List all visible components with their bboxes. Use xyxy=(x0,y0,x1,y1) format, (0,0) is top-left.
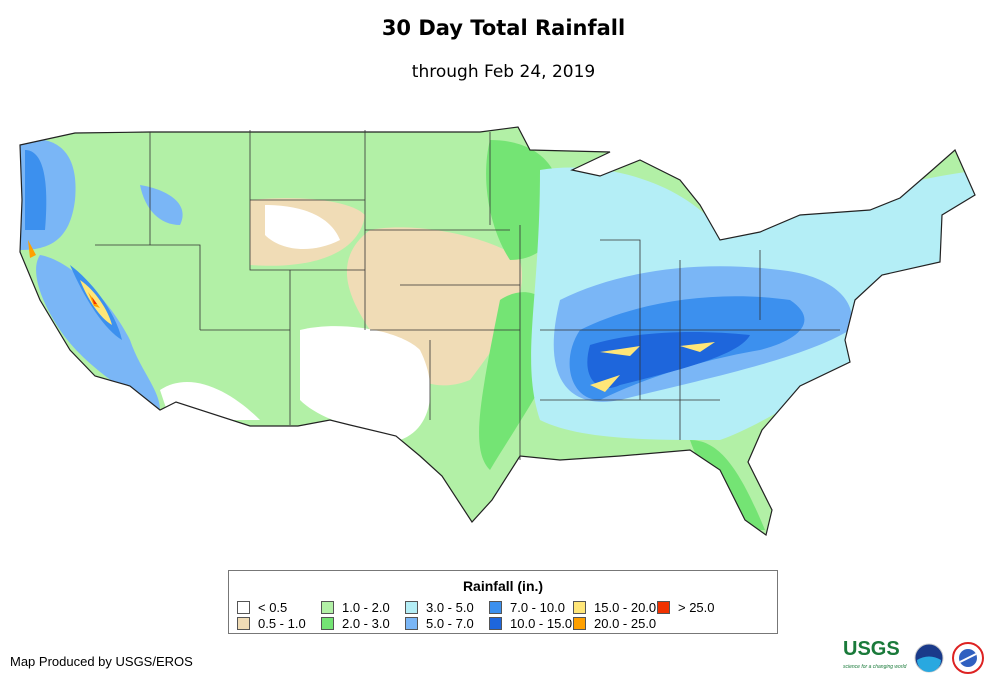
rainfall-map xyxy=(19,126,976,536)
southwest-dry xyxy=(300,326,431,440)
legend-swatch xyxy=(321,600,334,614)
legend-item: 15.0 - 20.0 xyxy=(573,599,657,615)
nws-logo xyxy=(952,642,985,674)
legend-item: 0.5 - 1.0 xyxy=(237,615,321,631)
legend-title: Rainfall (in.) xyxy=(462,578,544,594)
map-title: 30 Day Total Rainfall xyxy=(381,16,626,40)
legend-swatch xyxy=(573,600,586,614)
legend-label: 5.0 - 7.0 xyxy=(426,615,474,631)
legend-item: 10.0 - 15.0 xyxy=(489,615,573,631)
usgs-logo: USGS science for a changing world xyxy=(843,638,907,670)
legend-swatch xyxy=(237,600,250,614)
legend-item: 1.0 - 2.0 xyxy=(321,599,405,615)
legend-label: 3.0 - 5.0 xyxy=(426,599,474,615)
legend-label: > 25.0 xyxy=(678,599,715,615)
legend: Rainfall (in.) < 0.5 0.5 - 1.0 1.0 - 2.0 2.… xyxy=(228,570,778,634)
legend-swatch xyxy=(405,616,418,630)
legend-item: > 25.0 xyxy=(657,599,741,615)
legend-label: 15.0 - 20.0 xyxy=(594,599,657,615)
legend-label: 2.0 - 3.0 xyxy=(342,615,390,631)
tennessee-max xyxy=(587,332,750,389)
legend-item: 3.0 - 5.0 xyxy=(405,599,489,615)
noaa-logo xyxy=(914,643,944,673)
legend-swatch xyxy=(573,616,586,630)
agency-logos: USGS science for a changing world xyxy=(843,638,985,676)
credit-text: Map Produced by USGS/EROS xyxy=(10,654,193,669)
legend-label: 10.0 - 15.0 xyxy=(510,615,573,631)
legend-item: 20.0 - 25.0 xyxy=(573,615,657,631)
map-subtitle: through Feb 24, 2019 xyxy=(411,62,596,82)
legend-swatch xyxy=(237,616,250,630)
california-wet xyxy=(36,255,160,410)
state-borders xyxy=(95,130,840,460)
legend-swatch xyxy=(321,616,334,630)
legend-item: 7.0 - 10.0 xyxy=(489,599,573,615)
legend-label: 1.0 - 2.0 xyxy=(342,599,390,615)
legend-item: 2.0 - 3.0 xyxy=(321,615,405,631)
legend-swatch xyxy=(405,600,418,614)
legend-swatch xyxy=(657,600,670,614)
legend-label: 7.0 - 10.0 xyxy=(510,599,565,615)
legend-item: 5.0 - 7.0 xyxy=(405,615,489,631)
legend-swatch xyxy=(489,616,502,630)
legend-label: 20.0 - 25.0 xyxy=(594,615,657,631)
legend-swatch xyxy=(489,600,502,614)
legend-item: < 0.5 xyxy=(237,599,321,615)
legend-label: 0.5 - 1.0 xyxy=(258,615,306,631)
legend-label: < 0.5 xyxy=(258,599,288,615)
